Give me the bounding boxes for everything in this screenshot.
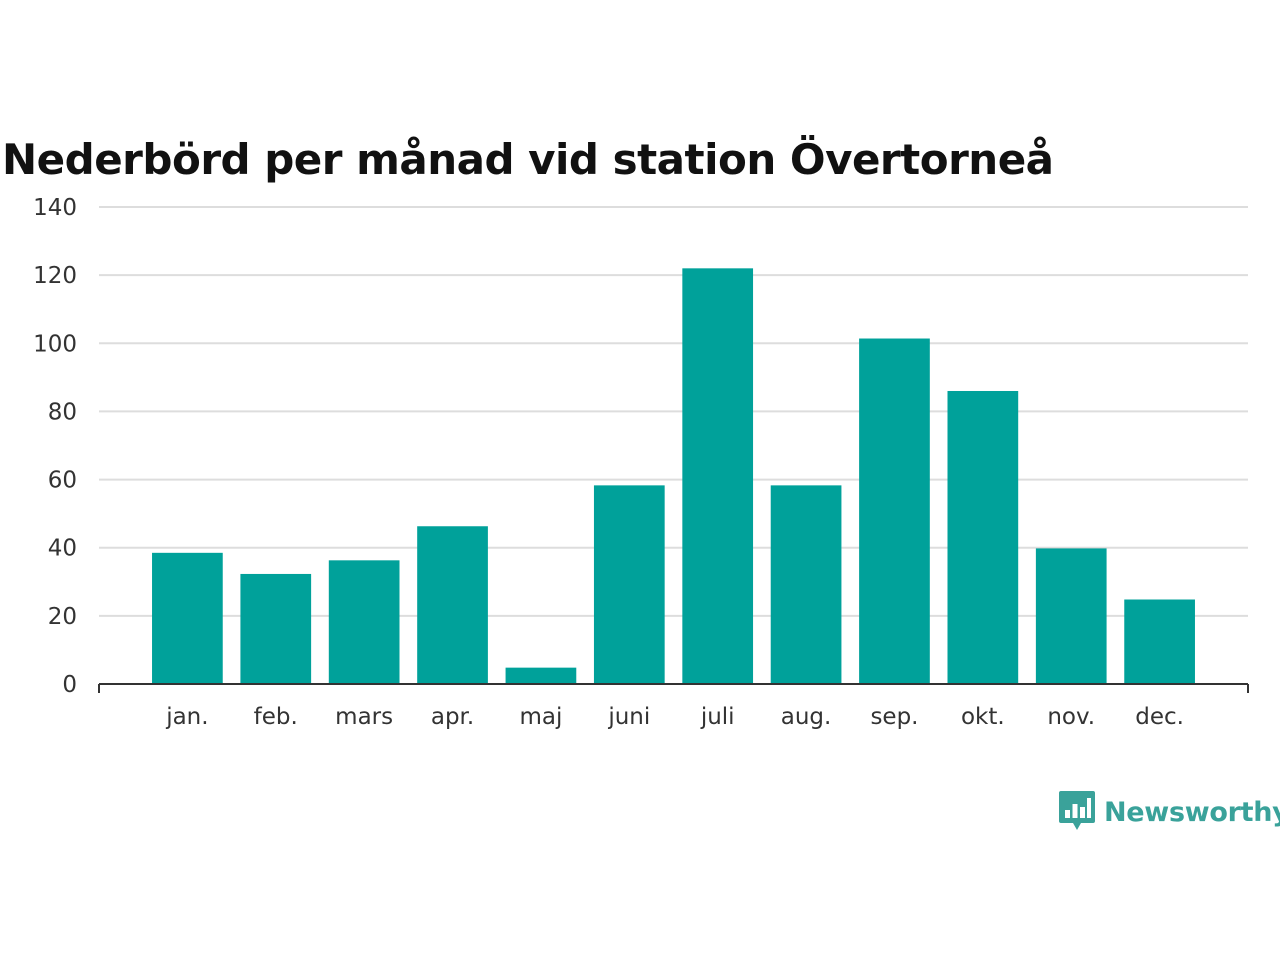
newsworthy-logo: Newsworthy bbox=[1058, 788, 1280, 836]
bar-5 bbox=[593, 485, 665, 684]
y-tick-label: 80 bbox=[48, 399, 77, 425]
chart-title: Nederbörd per månad vid station Övertorn… bbox=[2, 135, 1054, 184]
y-tick-label: 100 bbox=[33, 331, 77, 357]
x-tick-label: aug. bbox=[781, 704, 832, 730]
bar-1 bbox=[240, 573, 312, 684]
bar-chart-speech-bubble-icon bbox=[1059, 791, 1095, 830]
x-tick-label: mars bbox=[335, 704, 393, 730]
y-tick-label: 40 bbox=[48, 536, 77, 562]
bar-9 bbox=[947, 390, 1019, 684]
y-axis-tick-labels: 0 20 40 60 80 100 120 140 bbox=[33, 195, 77, 698]
x-tick-label: jan. bbox=[165, 704, 208, 730]
y-tick-label: 140 bbox=[33, 195, 77, 221]
bar-3 bbox=[417, 526, 488, 684]
bar-8 bbox=[859, 338, 930, 684]
y-tick-label: 20 bbox=[48, 604, 77, 630]
x-tick-label: juni bbox=[607, 704, 650, 730]
x-axis bbox=[98, 683, 1249, 693]
bar-6 bbox=[682, 268, 754, 684]
x-tick-label: apr. bbox=[431, 704, 474, 730]
bar-4 bbox=[505, 667, 577, 684]
bar-2 bbox=[328, 560, 400, 684]
x-tick-label: nov. bbox=[1047, 704, 1095, 730]
y-tick-label: 60 bbox=[48, 468, 77, 494]
bar-10 bbox=[1035, 548, 1107, 684]
bar-11 bbox=[1124, 599, 1195, 684]
x-axis-tick-labels: jan. feb. mars apr. maj juni juli aug. sep. okt. n… bbox=[165, 704, 1184, 730]
bars bbox=[152, 268, 1195, 684]
brand-name: Newsworthy bbox=[1104, 796, 1280, 828]
y-tick-label: 120 bbox=[33, 263, 77, 289]
x-tick-label: maj bbox=[519, 704, 562, 730]
bar-0 bbox=[152, 552, 223, 684]
x-tick-label: okt. bbox=[961, 704, 1005, 730]
x-tick-label: sep. bbox=[870, 704, 918, 730]
bar-7 bbox=[770, 485, 842, 684]
x-tick-label: juli bbox=[700, 704, 735, 730]
x-tick-label: dec. bbox=[1135, 704, 1184, 730]
x-tick-label: feb. bbox=[254, 704, 298, 730]
y-tick-label: 0 bbox=[62, 672, 77, 698]
